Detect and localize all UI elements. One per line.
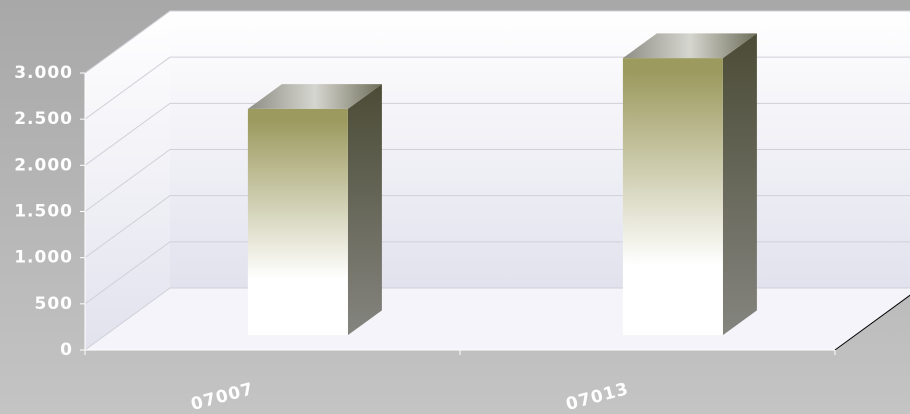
bar — [247, 84, 382, 336]
bar — [622, 33, 757, 336]
bar-side — [722, 33, 757, 336]
bar-front — [247, 108, 348, 336]
bar-side — [347, 84, 382, 336]
y-tick-label: 3.000 — [14, 63, 73, 83]
y-tick-label: 0 — [60, 340, 73, 360]
y-tick-label: 2.500 — [14, 109, 73, 129]
bar-top — [247, 84, 382, 109]
y-tick-label: 500 — [35, 294, 74, 314]
y-tick-label: 1.500 — [14, 202, 73, 222]
bar-top — [622, 33, 757, 59]
bar-front — [622, 58, 723, 336]
floor-edge — [834, 294, 910, 351]
grid-line — [84, 10, 910, 74]
floor — [85, 288, 910, 350]
y-tick-label: 1.000 — [14, 248, 73, 268]
y-tick-label: 2.000 — [14, 155, 73, 175]
